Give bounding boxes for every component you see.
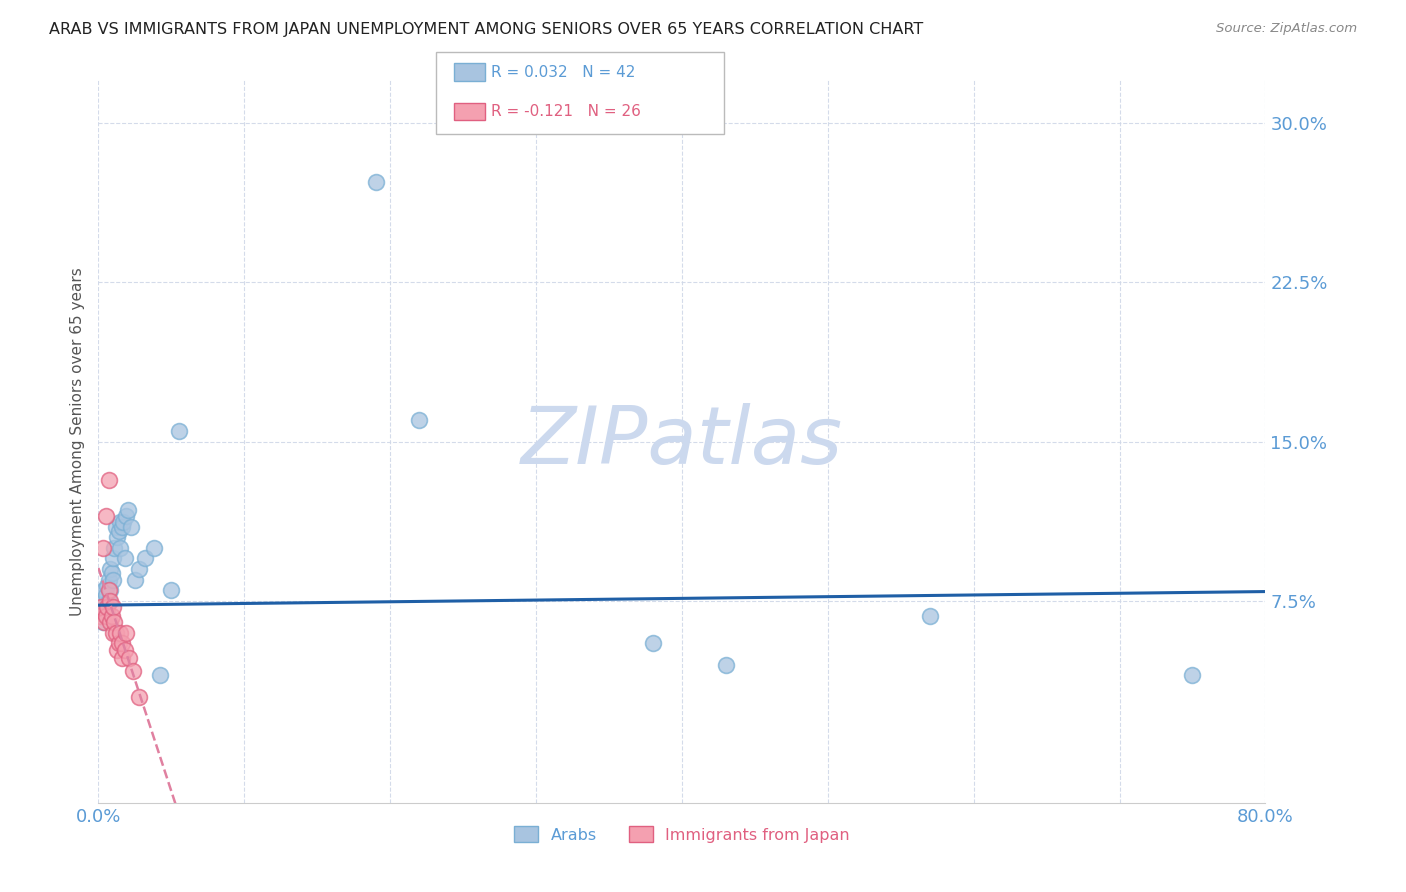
Point — [103, 615, 125, 630]
Point — [94, 588, 117, 602]
Point — [97, 473, 120, 487]
Point — [364, 175, 387, 189]
Point — [111, 519, 134, 533]
Legend: Arabs, Immigrants from Japan: Arabs, Immigrants from Japan — [508, 820, 856, 849]
Point — [160, 583, 183, 598]
Point — [101, 573, 124, 587]
Point — [134, 551, 156, 566]
Point — [96, 600, 118, 615]
Point — [97, 583, 120, 598]
Point — [94, 600, 117, 615]
Point — [101, 625, 124, 640]
Point — [104, 519, 127, 533]
Point — [104, 625, 127, 640]
Point — [93, 615, 115, 630]
Point — [167, 424, 190, 438]
Point — [918, 608, 941, 623]
Point — [93, 608, 115, 623]
Point — [105, 642, 128, 657]
Point — [122, 664, 145, 678]
Point — [111, 651, 134, 665]
Point — [117, 502, 139, 516]
Point — [128, 562, 150, 576]
Point — [90, 600, 112, 615]
Point — [114, 642, 136, 657]
Point — [97, 594, 120, 608]
Point — [115, 625, 138, 640]
Point — [97, 573, 120, 587]
Point — [101, 600, 124, 615]
Point — [93, 583, 115, 598]
Point — [114, 551, 136, 566]
Point — [98, 562, 121, 576]
Point — [103, 541, 125, 555]
Point — [1181, 668, 1204, 682]
Point — [641, 636, 664, 650]
Point — [98, 583, 121, 598]
Point — [101, 551, 124, 566]
Point — [89, 608, 111, 623]
Point — [124, 573, 146, 587]
Point — [118, 651, 141, 665]
Point — [91, 541, 114, 555]
Point — [110, 516, 132, 530]
Point — [112, 516, 135, 530]
Point — [408, 413, 430, 427]
Point — [94, 608, 117, 623]
Text: Source: ZipAtlas.com: Source: ZipAtlas.com — [1216, 22, 1357, 36]
Text: R = -0.121   N = 26: R = -0.121 N = 26 — [491, 104, 641, 119]
Y-axis label: Unemployment Among Seniors over 65 years: Unemployment Among Seniors over 65 years — [69, 268, 84, 615]
Point — [110, 541, 132, 555]
Point — [111, 636, 134, 650]
Point — [98, 615, 121, 630]
Point — [96, 605, 118, 619]
Point — [128, 690, 150, 704]
Text: ZIPatlas: ZIPatlas — [520, 402, 844, 481]
Point — [100, 566, 122, 581]
Point — [108, 636, 131, 650]
Point — [89, 608, 111, 623]
Point — [96, 579, 118, 593]
Point — [105, 530, 128, 544]
Point — [110, 625, 132, 640]
Text: ARAB VS IMMIGRANTS FROM JAPAN UNEMPLOYMENT AMONG SENIORS OVER 65 YEARS CORRELATI: ARAB VS IMMIGRANTS FROM JAPAN UNEMPLOYME… — [49, 22, 924, 37]
Point — [149, 668, 172, 682]
Point — [714, 657, 737, 672]
Point — [91, 594, 114, 608]
Point — [90, 600, 112, 615]
Point — [120, 519, 142, 533]
Text: R = 0.032   N = 42: R = 0.032 N = 42 — [491, 65, 636, 79]
Point — [91, 615, 114, 630]
Point — [100, 608, 122, 623]
Point — [108, 524, 131, 538]
Point — [142, 541, 165, 555]
Point — [98, 594, 121, 608]
Point — [94, 508, 117, 523]
Point — [115, 508, 138, 523]
